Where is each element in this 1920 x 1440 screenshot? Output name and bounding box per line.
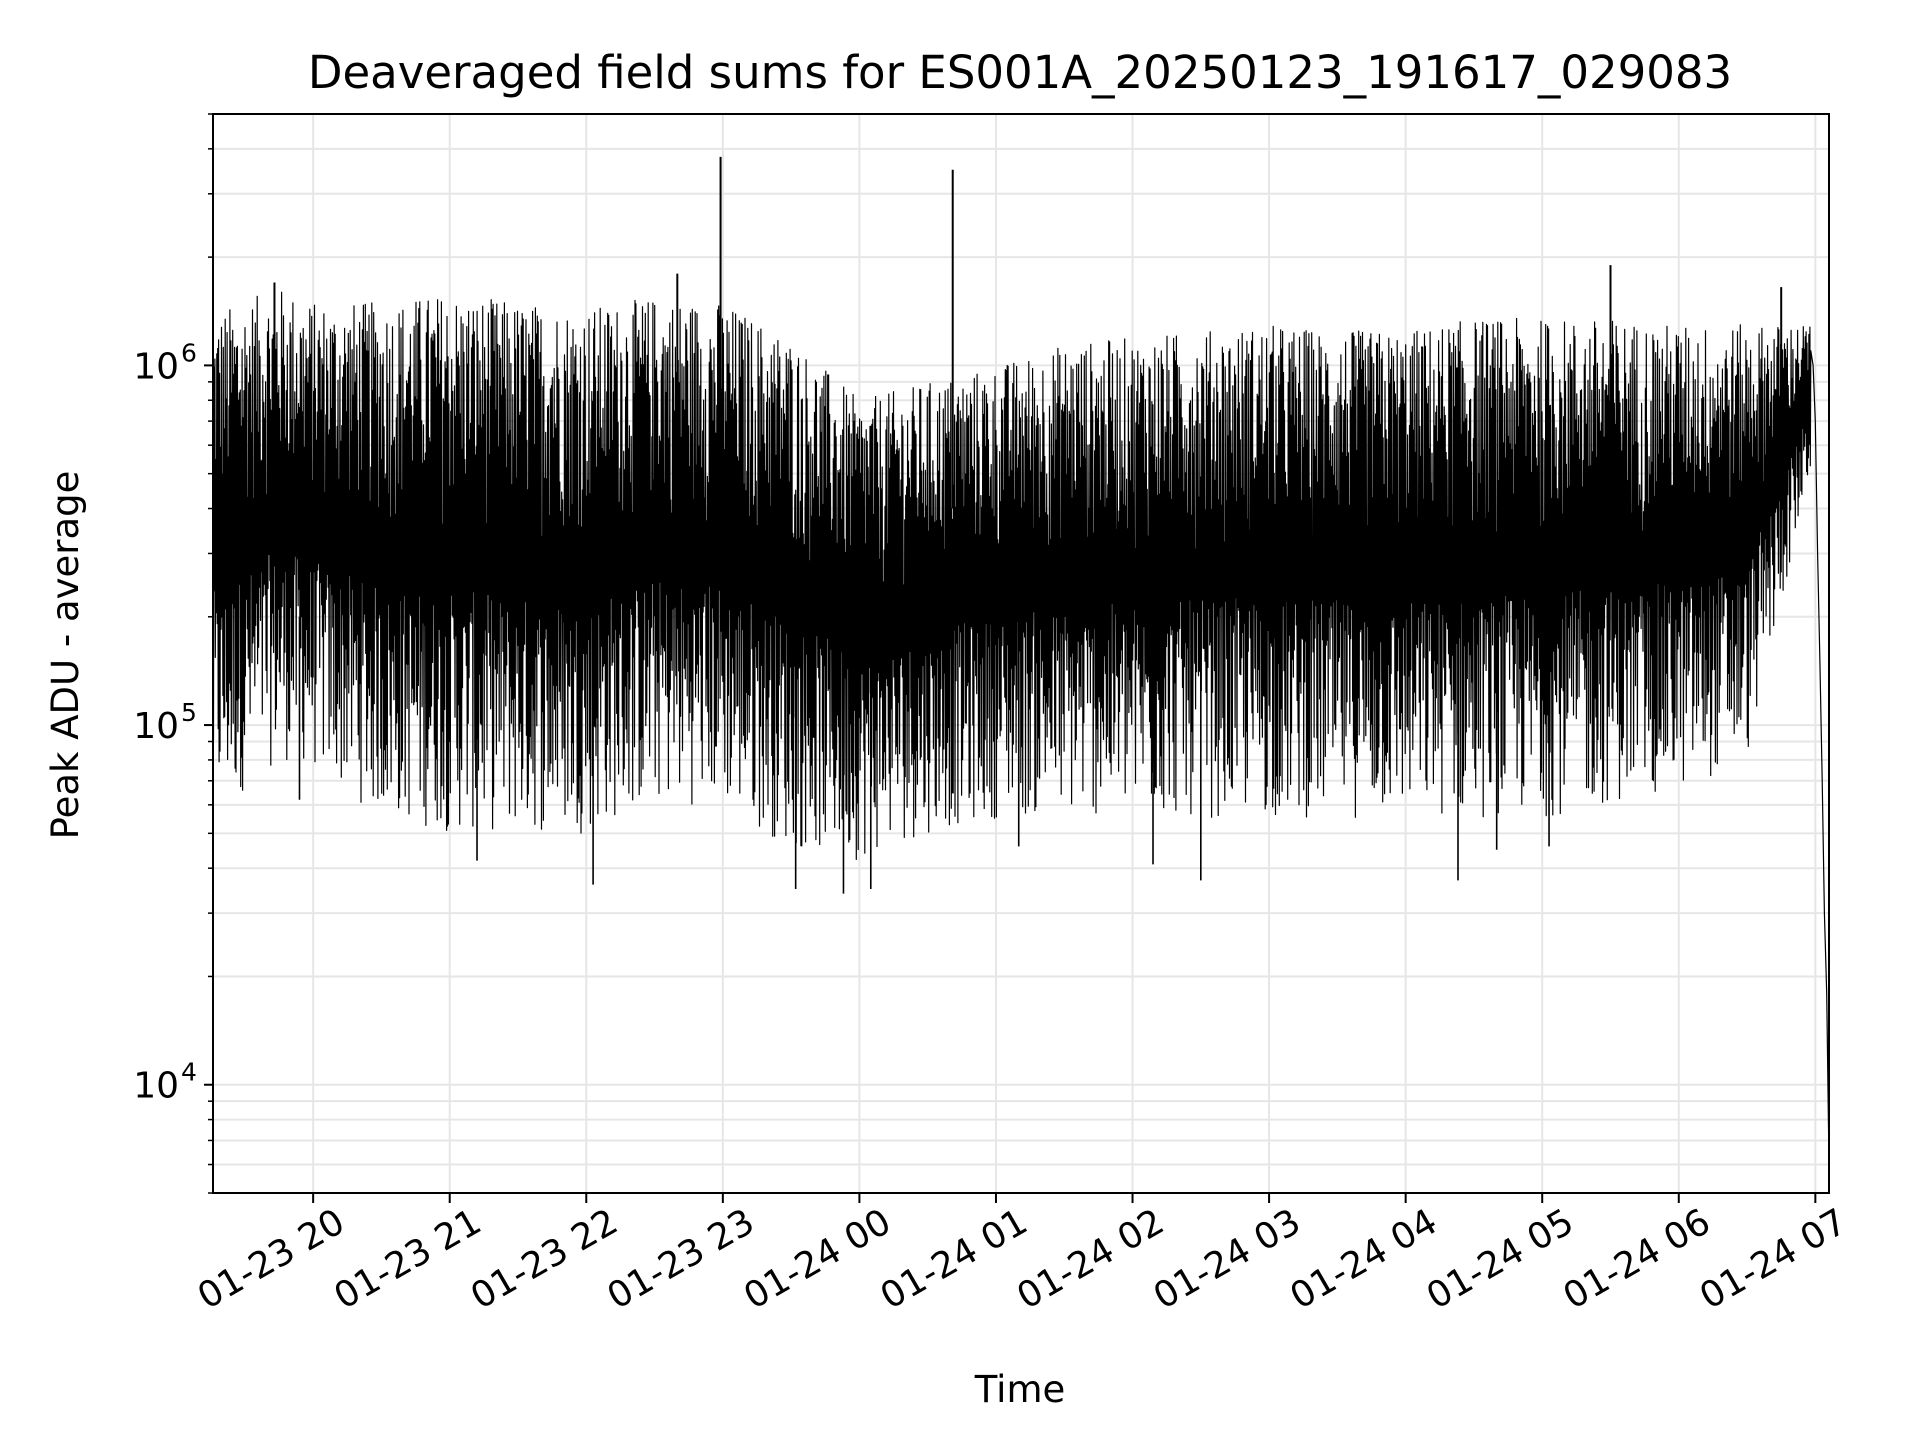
series-line bbox=[212, 291, 1830, 1165]
y-tick-label: 10 bbox=[133, 706, 179, 747]
y-tick-exponent: 5 bbox=[181, 698, 197, 727]
y-tick-exponent: 6 bbox=[181, 338, 197, 367]
y-axis-label: Peak ADU - average bbox=[44, 471, 87, 840]
plot-frame bbox=[212, 113, 1830, 1194]
chart-title: Deaveraged field sums for ES001A_2025012… bbox=[308, 46, 1732, 99]
x-axis-label: Time bbox=[974, 1368, 1066, 1411]
y-tick-label: 10 bbox=[133, 346, 179, 387]
y-tick-label: 10 bbox=[133, 1066, 179, 1107]
y-tick-exponent: 4 bbox=[181, 1058, 197, 1087]
series-peak-adu bbox=[212, 156, 1830, 1165]
